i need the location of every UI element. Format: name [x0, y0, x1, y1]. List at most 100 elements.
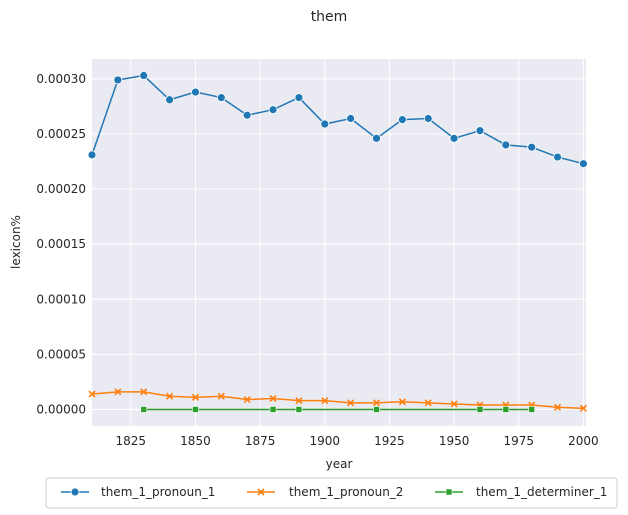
data-point	[346, 114, 356, 123]
marker-stroke	[191, 393, 200, 401]
x-axis-ticks: 1825 1850 1875 1900 1925 1950 1975 2000	[116, 434, 599, 448]
data-point	[140, 406, 148, 413]
data-point	[294, 93, 304, 102]
legend-item-them_1_determiner_1: them_1_determiner_1	[435, 485, 607, 499]
data-point	[475, 126, 485, 136]
marker-stroke	[398, 398, 406, 406]
data-point	[268, 105, 278, 115]
marker-stroke	[166, 392, 174, 400]
x-tick-label: 1900	[310, 434, 341, 448]
data-point	[476, 406, 484, 413]
legend-box	[45, 477, 618, 509]
y-axis-label: lexicon%	[9, 215, 23, 269]
marker-stroke	[243, 395, 251, 404]
series-line	[91, 74, 584, 165]
data-point	[424, 399, 432, 407]
marker-stroke	[424, 399, 432, 407]
data-point	[191, 393, 200, 401]
data-point	[217, 392, 225, 400]
data-point	[528, 406, 535, 413]
y-tick-label: 0.00030	[36, 72, 86, 86]
grid	[92, 59, 586, 426]
marker-stroke	[217, 392, 225, 400]
data-point	[295, 397, 303, 405]
marker-stroke	[88, 390, 96, 398]
data-point	[113, 75, 123, 85]
y-tick-label: 0.00020	[36, 182, 86, 196]
data-point	[139, 71, 149, 80]
x-tick-label: 1825	[116, 434, 147, 448]
data-point	[216, 93, 226, 102]
data-point	[502, 406, 510, 413]
data-point	[88, 390, 96, 398]
chart-title: them	[311, 9, 348, 25]
data-point	[295, 406, 303, 413]
marker-stroke	[140, 388, 148, 396]
data-point	[242, 110, 252, 120]
data-point	[372, 399, 381, 407]
data-point	[87, 150, 97, 160]
marker-stroke	[321, 397, 329, 405]
data-point	[579, 159, 588, 169]
data-point	[449, 133, 459, 143]
data-point	[501, 140, 511, 150]
legend-label: them_1_pronoun_1	[101, 485, 215, 499]
y-tick-label: 0.00015	[36, 237, 86, 251]
data-point	[321, 397, 329, 405]
data-point	[398, 398, 406, 406]
y-tick-label: 0.00005	[36, 347, 86, 361]
marker-stroke	[269, 394, 277, 403]
data-point	[114, 388, 122, 396]
data-point	[397, 115, 407, 125]
legend-marker	[445, 488, 453, 496]
data-point	[423, 114, 433, 123]
x-axis-label: year	[326, 457, 353, 471]
legend-label: them_1_pronoun_2	[289, 485, 403, 499]
y-tick-label: 0.00000	[36, 402, 86, 416]
legend-item-them_1_pronoun_2: them_1_pronoun_2	[247, 485, 403, 499]
data-point	[450, 400, 458, 408]
data-point	[243, 395, 251, 404]
y-axis-ticks: 0.00000 0.00005 0.00010 0.00015 0.00020 0.000…	[36, 72, 86, 417]
y-tick-label: 0.00010	[36, 292, 86, 306]
marker-stroke	[295, 397, 303, 405]
data-point	[372, 133, 381, 143]
data-point	[579, 404, 587, 412]
series-them_1_determiner_1	[140, 406, 535, 413]
legend-item-them_1_pronoun_1: them_1_pronoun_1	[61, 485, 215, 499]
marker-stroke	[553, 403, 562, 411]
plot-area	[92, 59, 586, 426]
x-tick-label: 1950	[439, 434, 470, 448]
data-point	[269, 394, 277, 403]
data-point	[192, 406, 199, 413]
marker-stroke	[450, 400, 458, 408]
marker-stroke	[579, 404, 587, 412]
x-tick-label: 1850	[180, 434, 211, 448]
data-point	[320, 119, 330, 129]
marker-stroke	[372, 399, 381, 407]
data-point	[527, 142, 537, 152]
data-point	[373, 406, 380, 413]
series-layer	[87, 71, 588, 413]
data-point	[191, 87, 200, 97]
x-tick-label: 1925	[374, 434, 405, 448]
data-point	[347, 399, 355, 407]
legend-marker	[70, 487, 80, 497]
y-tick-label: 0.00025	[36, 127, 86, 141]
x-tick-label: 1875	[245, 434, 276, 448]
series-them_1_pronoun_2	[88, 388, 587, 412]
legend-label: them_1_determiner_1	[476, 485, 607, 499]
x-tick-label: 1975	[503, 434, 534, 448]
legend: them_1_pronoun_1 them_1_pronoun_2 them_1_d…	[45, 477, 618, 509]
series-line	[91, 391, 584, 410]
data-point	[165, 95, 174, 105]
data-point	[553, 403, 562, 411]
x-tick-label: 2000	[568, 434, 599, 448]
marker-stroke	[114, 388, 122, 396]
marker-stroke	[257, 488, 265, 496]
data-point	[166, 392, 174, 400]
legend-marker	[257, 488, 265, 496]
series-them_1_pronoun_1	[87, 71, 588, 169]
data-point	[269, 406, 277, 413]
